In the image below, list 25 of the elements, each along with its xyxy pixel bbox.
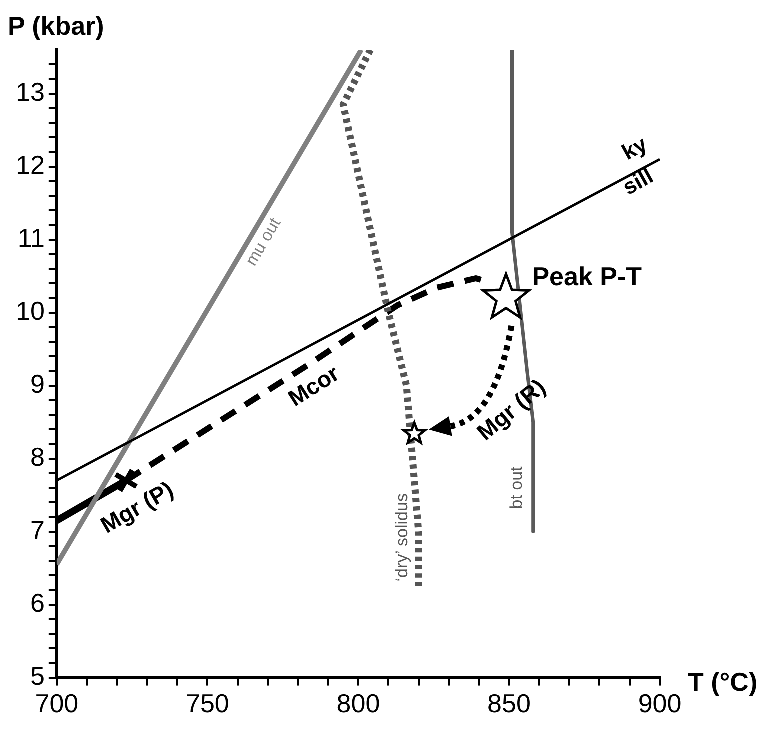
x-tick-label: 700	[35, 688, 79, 719]
text: mu out	[242, 214, 285, 270]
x-tick-label: 850	[488, 688, 531, 719]
annotation: Peak P-T	[532, 261, 642, 292]
x-tick-label: 750	[186, 688, 230, 719]
y-tick-label: 5	[30, 660, 45, 691]
annotation: ky	[618, 130, 652, 166]
y-tick-label: 9	[30, 368, 45, 399]
annotation: sill	[618, 163, 658, 200]
y-tick-label: 13	[16, 76, 45, 107]
x-axis-title: T (°C)	[688, 666, 758, 697]
y-axis-title: P (kbar)	[8, 11, 104, 42]
y-tick-label: 7	[30, 514, 45, 545]
text: bt out	[507, 466, 526, 510]
y-tick-label: 12	[16, 150, 45, 180]
x-tick-label: 800	[336, 688, 380, 719]
text: Mgr (P)	[96, 476, 178, 538]
annotation: Mgr (R)	[472, 374, 550, 446]
text: Mcor	[284, 360, 344, 412]
y-tick-label: 11	[18, 222, 45, 253]
x-tick-label: 900	[638, 688, 682, 719]
text: ‘dry’ solidus	[392, 494, 412, 582]
y-tick-label: 10	[16, 296, 45, 326]
y-tick-label: 8	[30, 442, 45, 472]
y-tick-label: 6	[30, 588, 45, 618]
